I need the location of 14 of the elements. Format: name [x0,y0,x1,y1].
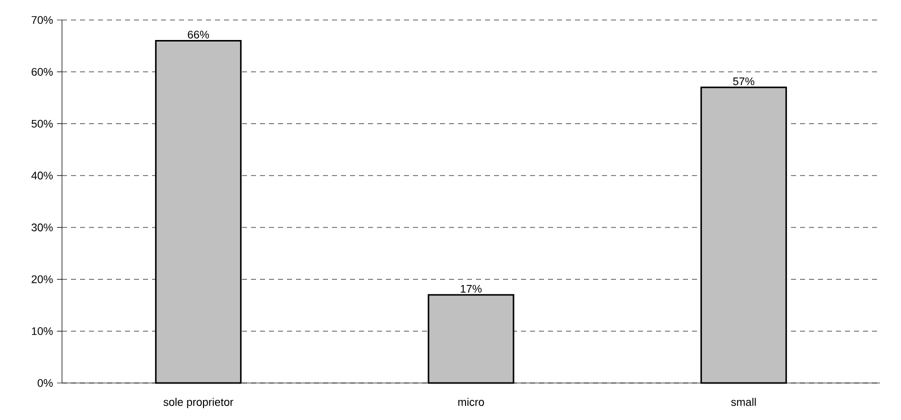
x-tick-label: small [731,398,756,406]
y-tick-label: 0% [38,379,53,387]
y-tick-label: 30% [32,224,53,232]
data-label: 17% [460,284,482,293]
x-tick-label: sole proprietor [163,398,234,408]
x-tick-label: micro [458,398,484,406]
data-label: 66% [188,30,209,39]
data-label: 57% [733,77,754,86]
y-tick-label: 60% [32,68,53,76]
y-tick-label: 50% [32,120,53,128]
y-tick-label: 20% [32,275,53,284]
y-tick-label: 70% [32,16,53,24]
y-tick-label: 40% [31,172,53,180]
y-tick-label: 10% [32,327,53,336]
